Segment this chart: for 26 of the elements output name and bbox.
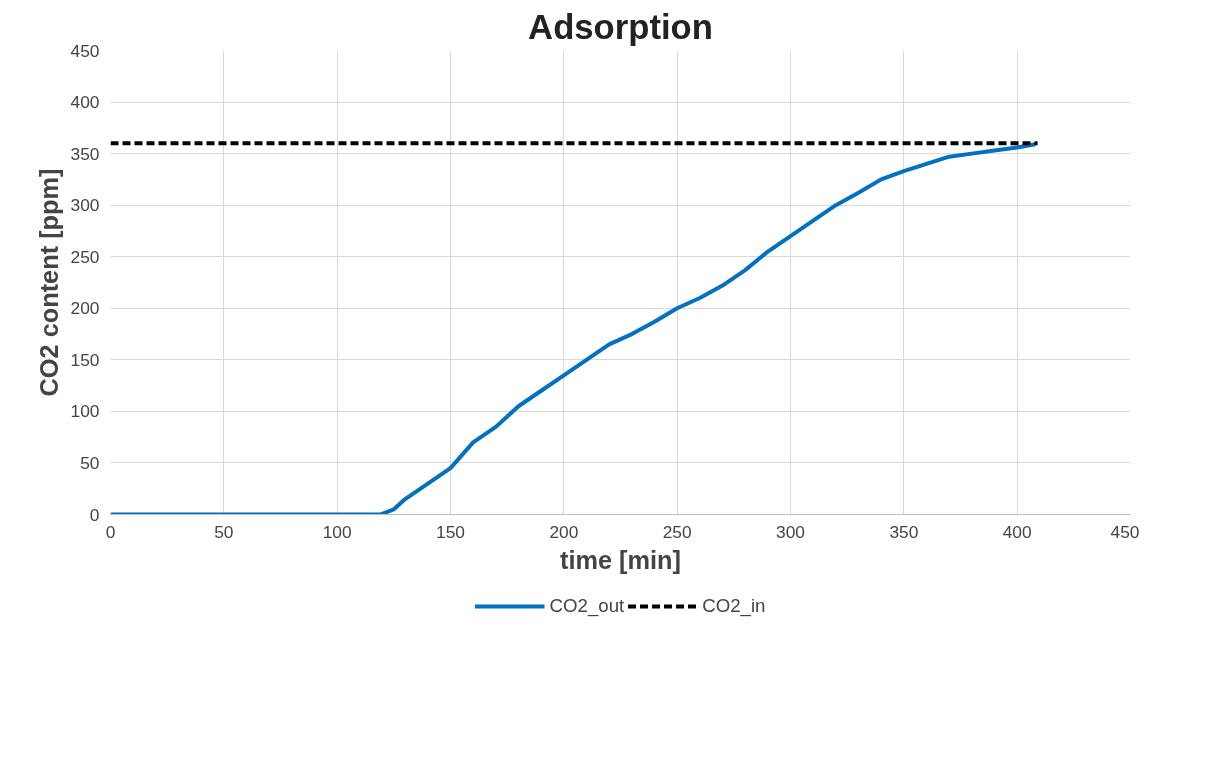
x-tick-label: 100	[322, 521, 352, 542]
y-tick-label: 150	[70, 349, 100, 370]
x-tick-label: 50	[214, 521, 234, 542]
x-tick-label: 350	[889, 521, 919, 542]
chart-title: Adsorption	[528, 7, 713, 46]
x-axis-title: time [min]	[559, 545, 682, 574]
legend-label: CO2_in	[702, 595, 766, 617]
y-tick-label: 0	[89, 504, 100, 525]
y-tick-label: 300	[70, 195, 100, 216]
y-tick-label: 250	[70, 246, 100, 267]
x-tick-label: 450	[1110, 521, 1140, 542]
legend-label: CO2_out	[549, 595, 625, 617]
y-tick-label: 450	[70, 40, 100, 61]
y-tick-label: 50	[80, 452, 100, 473]
y-axis-title: CO2 content [ppm]	[34, 168, 63, 397]
line-series	[110, 142, 1038, 515]
y-tick-label: 350	[70, 143, 100, 164]
y-tick-label: 400	[70, 92, 100, 113]
y-tick-label: 200	[70, 298, 100, 319]
x-tick-label: 150	[436, 521, 465, 542]
x-tick-label: 200	[549, 521, 579, 542]
x-tick-label: 0	[105, 521, 116, 542]
x-tick-label: 250	[662, 521, 692, 542]
x-tick-label: 300	[776, 521, 805, 542]
x-tick-label: 400	[1002, 521, 1032, 542]
y-tick-label: 100	[70, 401, 100, 422]
